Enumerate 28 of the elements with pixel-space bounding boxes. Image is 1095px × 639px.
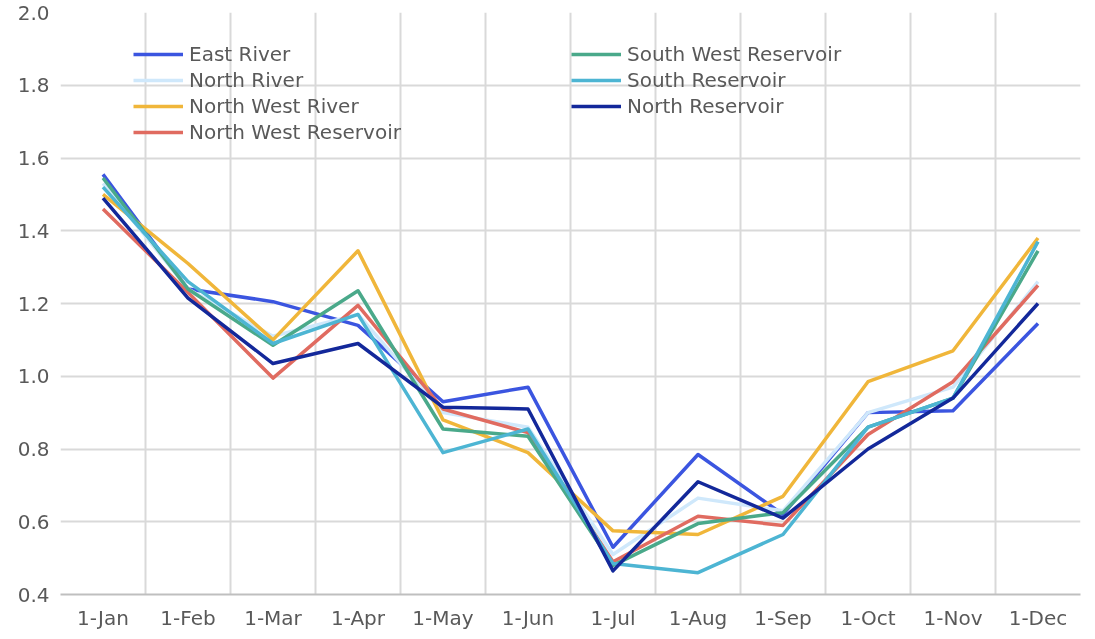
x-tick-label: 1-Feb: [160, 605, 216, 630]
legend-label: South Reservoir: [627, 68, 787, 92]
y-tick-label: 1.0: [17, 364, 50, 389]
y-tick-label: 0.8: [17, 437, 50, 461]
x-tick-label: 1-Jul: [590, 605, 636, 630]
x-tick-label: 1-Jan: [77, 605, 129, 630]
y-tick-label: 1.2: [17, 291, 50, 316]
legend-label: South West Reservoir: [627, 42, 843, 66]
legend-label: North West River: [189, 94, 360, 118]
x-tick-label: 1-Dec: [1008, 605, 1068, 630]
y-tick-label: 2.0: [17, 0, 50, 25]
x-tick-label: 1-Jun: [501, 605, 555, 630]
y-tick-label: 0.4: [17, 582, 50, 607]
x-tick-label: 1-Nov: [923, 605, 983, 630]
legend-label: North Reservoir: [627, 94, 785, 118]
x-tick-label: 1-Apr: [330, 605, 386, 630]
legend-label: East River: [189, 42, 292, 66]
legend-label: North River: [189, 68, 305, 92]
y-tick-label: 1.8: [17, 73, 50, 98]
y-tick-label: 0.6: [17, 509, 50, 534]
x-tick-label: 1-Mar: [244, 605, 303, 630]
x-tick-label: 1-Aug: [668, 605, 728, 630]
x-tick-label: 1-Sep: [754, 605, 812, 630]
y-tick-label: 1.6: [17, 146, 50, 170]
legend-label: North West Reservoir: [189, 120, 402, 144]
y-tick-label: 1.4: [17, 218, 50, 243]
x-tick-label: 1-May: [412, 605, 474, 630]
x-tick-label: 1-Oct: [840, 605, 896, 630]
